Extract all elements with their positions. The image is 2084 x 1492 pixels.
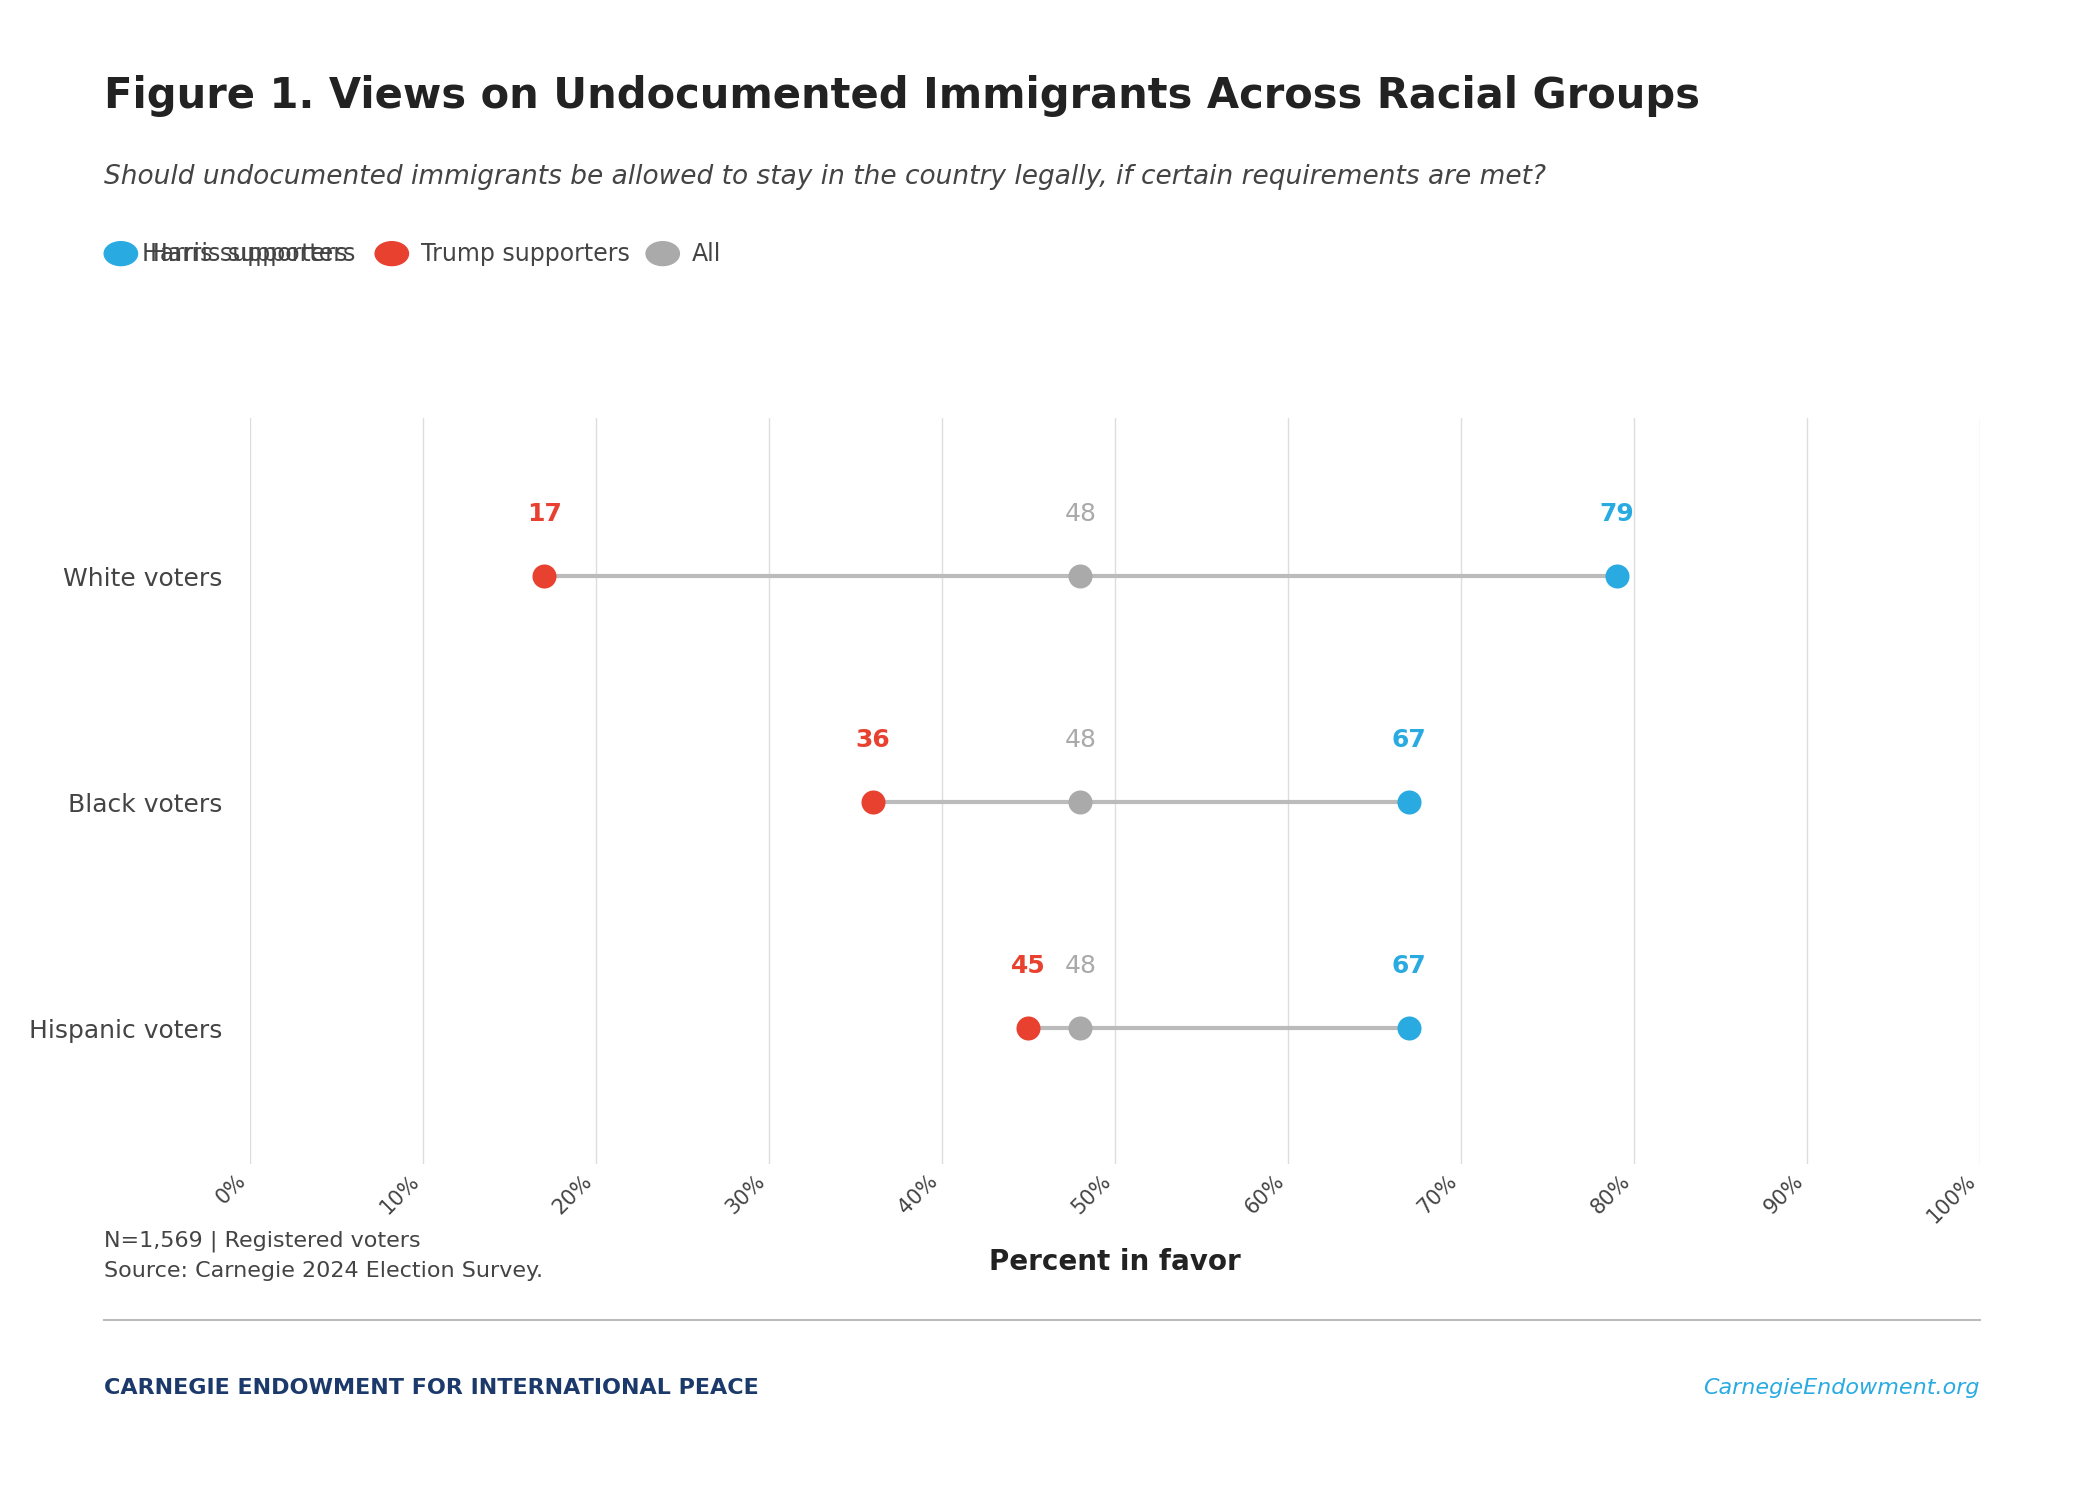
Point — [1063, 1016, 1096, 1040]
Text: Source: Carnegie 2024 Election Survey.: Source: Carnegie 2024 Election Survey. — [104, 1261, 544, 1280]
X-axis label: Percent in favor: Percent in favor — [990, 1247, 1240, 1276]
Text: Figure 1. Views on Undocumented Immigrants Across Racial Groups: Figure 1. Views on Undocumented Immigran… — [104, 75, 1701, 116]
Text: CarnegieEndowment.org: CarnegieEndowment.org — [1703, 1377, 1980, 1398]
Text: Harris supporters: Harris supporters — [150, 242, 356, 266]
Text: Should undocumented immigrants be allowed to stay in the country legally, if cer: Should undocumented immigrants be allowe… — [104, 164, 1546, 189]
Text: 17: 17 — [527, 503, 561, 527]
Text: 67: 67 — [1392, 955, 1425, 979]
Text: 79: 79 — [1598, 503, 1634, 527]
Point — [1063, 564, 1096, 588]
Text: 48: 48 — [1065, 503, 1096, 527]
Text: 48: 48 — [1065, 728, 1096, 752]
Text: Harris supporters: Harris supporters — [142, 242, 348, 266]
Text: CARNEGIE ENDOWMENT FOR INTERNATIONAL PEACE: CARNEGIE ENDOWMENT FOR INTERNATIONAL PEA… — [104, 1377, 759, 1398]
Point — [1011, 1016, 1044, 1040]
Point — [1063, 791, 1096, 815]
Text: 36: 36 — [854, 728, 890, 752]
Point — [1601, 564, 1634, 588]
Text: N=1,569 | Registered voters: N=1,569 | Registered voters — [104, 1231, 421, 1252]
Point — [857, 791, 890, 815]
Text: 45: 45 — [1011, 955, 1046, 979]
Point — [1392, 1016, 1425, 1040]
Text: Trump supporters: Trump supporters — [421, 242, 629, 266]
Point — [1392, 791, 1425, 815]
Text: All: All — [692, 242, 721, 266]
Text: 67: 67 — [1392, 728, 1425, 752]
Point — [527, 564, 561, 588]
Text: 48: 48 — [1065, 955, 1096, 979]
